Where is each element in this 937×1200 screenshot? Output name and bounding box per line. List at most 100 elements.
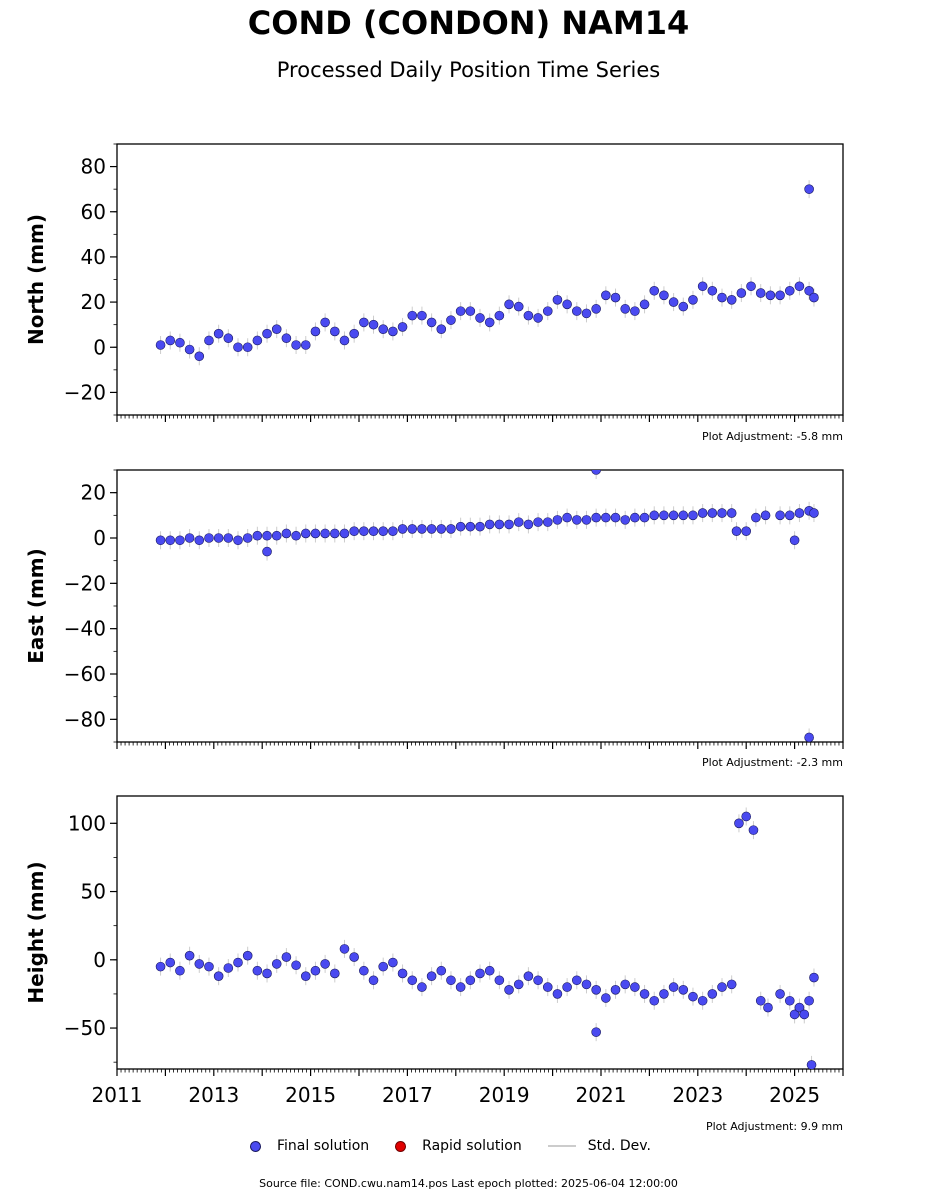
data-point — [417, 982, 427, 992]
data-point — [368, 975, 379, 986]
data-point — [513, 979, 524, 990]
data-point — [359, 526, 369, 537]
data-point — [542, 306, 553, 316]
data-point — [281, 333, 292, 344]
data-point — [717, 982, 727, 992]
data-point — [455, 982, 466, 992]
data-point — [775, 290, 785, 301]
plot-adjustment-label: Plot Adjustment: -2.3 mm — [702, 756, 843, 769]
data-point — [746, 281, 756, 292]
data-point — [799, 1009, 810, 1020]
y-axis-label: East (mm) — [24, 548, 48, 664]
y-tick-label: −20 — [64, 571, 106, 595]
data-point — [184, 533, 195, 543]
x-tick-label: 2021 — [576, 1083, 627, 1107]
data-point — [204, 961, 214, 972]
data-point — [397, 968, 408, 979]
data-point — [291, 530, 301, 541]
data-point — [562, 299, 572, 310]
data-point — [784, 510, 795, 521]
y-tick-label: −40 — [64, 617, 106, 641]
data-point — [678, 985, 689, 995]
data-point — [678, 301, 689, 312]
data-point — [388, 526, 398, 537]
y-tick-label: 50 — [81, 880, 106, 904]
data-point — [523, 310, 534, 321]
plot-frame — [116, 795, 844, 1070]
data-point — [552, 989, 563, 999]
y-tick-label: −50 — [64, 1016, 106, 1040]
legend-rapid: Rapid solution — [395, 1138, 522, 1154]
data-point — [639, 512, 650, 523]
data-point — [475, 521, 485, 532]
rapid-marker-icon — [395, 1140, 407, 1152]
data-point — [571, 515, 582, 525]
data-point — [804, 995, 814, 1006]
data-layer — [155, 470, 819, 742]
data-point — [310, 965, 321, 976]
data-point — [426, 524, 437, 534]
data-point — [397, 524, 408, 534]
data-point — [378, 961, 389, 972]
data-point — [165, 957, 176, 968]
data-point — [751, 512, 761, 523]
data-point — [571, 975, 582, 986]
data-point — [755, 288, 766, 298]
x-tick-label: 2015 — [285, 1083, 336, 1107]
data-point — [533, 517, 543, 527]
data-point — [513, 517, 524, 527]
data-point — [213, 971, 224, 981]
data-point — [484, 519, 495, 530]
data-point — [784, 285, 795, 296]
data-point — [620, 979, 631, 990]
data-point — [591, 470, 601, 475]
y-tick-label: 100 — [68, 811, 106, 835]
data-point — [620, 515, 631, 525]
data-point — [233, 957, 243, 968]
data-point — [494, 310, 505, 321]
data-point — [417, 310, 427, 321]
data-point — [659, 989, 669, 999]
data-point — [291, 960, 301, 971]
data-point — [610, 985, 621, 995]
y-tick-label: −20 — [64, 380, 106, 404]
y-tick-label: 60 — [81, 200, 106, 224]
legend: Final solution Rapid solution Std. Dev. — [250, 1138, 677, 1154]
data-point — [630, 512, 640, 523]
data-point — [194, 351, 205, 362]
data-point — [175, 535, 185, 546]
data-point — [726, 979, 737, 990]
data-point — [281, 528, 292, 539]
data-point — [446, 524, 456, 534]
data-point — [748, 825, 759, 835]
data-point — [610, 292, 621, 303]
data-point — [591, 985, 601, 995]
data-point — [184, 950, 195, 961]
data-point — [155, 961, 166, 972]
legend-final: Final solution — [250, 1138, 369, 1154]
plot-frame — [116, 143, 844, 416]
data-point — [533, 313, 543, 323]
data-point — [601, 512, 611, 523]
data-point — [223, 333, 234, 344]
data-point — [262, 546, 272, 557]
data-point — [252, 335, 263, 346]
data-point — [339, 528, 350, 539]
data-point — [523, 519, 534, 530]
data-point — [668, 982, 679, 992]
data-point — [591, 304, 601, 314]
data-point — [291, 340, 301, 350]
panel-1: −20 0 20 40 60 80 North (mm) Plot Adjustment: -… — [24, 143, 844, 443]
data-point — [194, 959, 205, 969]
data-point — [465, 521, 476, 532]
data-point — [320, 528, 330, 539]
y-tick-label: 40 — [81, 245, 106, 269]
data-point — [397, 322, 408, 332]
data-point — [281, 952, 292, 962]
data-point — [649, 995, 660, 1006]
data-point — [446, 315, 456, 325]
x-tick-label: 2017 — [382, 1083, 433, 1107]
data-point — [717, 508, 727, 518]
data-point — [455, 306, 466, 316]
